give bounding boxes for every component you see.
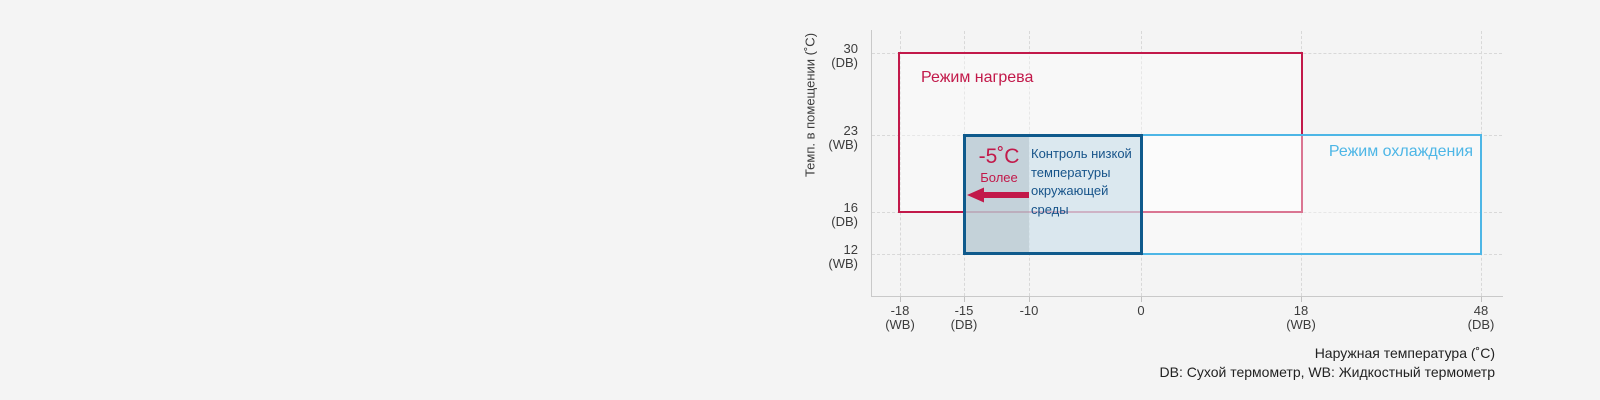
x-tick-label: 0	[1137, 303, 1145, 318]
low-ambient-control-label: Контроль низкой температуры окружающей с…	[1031, 146, 1132, 217]
x-tick-label: 48 (DB)	[1436, 304, 1526, 332]
x-axis-title: Наружная температура (˚C)	[1314, 345, 1495, 361]
x-gridline	[900, 31, 901, 296]
y-tick-label: 16 (DB)	[768, 201, 858, 228]
minus-5c-sublabel: Более	[980, 170, 1018, 185]
cooling-mode-label: Режим охлаждения	[1328, 143, 1473, 160]
x-tick-label: -15 (DB)	[919, 304, 1009, 332]
y-tick-label: 30 (DB)	[768, 42, 858, 69]
x-tick-label: 18 (WB)	[1256, 304, 1346, 332]
x-tickmark	[1141, 297, 1142, 302]
y-tick-sublabel: (DB)	[831, 54, 858, 70]
x-axis-line	[871, 296, 1503, 297]
x-tick-label: -18 (WB)	[855, 304, 945, 332]
x-tick-label: -10	[1019, 303, 1039, 318]
y-tick-label: 12 (WB)	[768, 243, 858, 270]
minus-5c-value: -5˚C	[978, 145, 1020, 168]
y-tick-label: 23 (WB)	[768, 124, 858, 151]
legend-footnote: DB: Сухой термометр, WB: Жидкостный терм…	[1159, 364, 1495, 380]
y-axis-line	[871, 30, 872, 296]
x-tick-sublabel: (DB)	[1467, 317, 1495, 332]
low-ambient-control-region: -5˚C Более Контроль низкой температуры о…	[963, 134, 1143, 255]
y-tick-sublabel: (DB)	[831, 213, 858, 229]
x-tickmark	[900, 297, 901, 302]
y-tick-sublabel: (WB)	[828, 136, 858, 152]
x-tickmark	[964, 297, 965, 302]
heating-mode-label: Режим нагрева	[921, 69, 1034, 86]
x-tickmark	[1301, 297, 1302, 302]
x-tickmark	[1029, 297, 1030, 302]
y-tick-sublabel: (WB)	[828, 255, 858, 271]
left-arrow-icon	[967, 187, 1029, 203]
x-tick-sublabel: (WB)	[885, 317, 915, 332]
x-tick-sublabel: (WB)	[1286, 317, 1316, 332]
x-tickmark	[1481, 297, 1482, 302]
x-tick-sublabel: (DB)	[950, 317, 978, 332]
